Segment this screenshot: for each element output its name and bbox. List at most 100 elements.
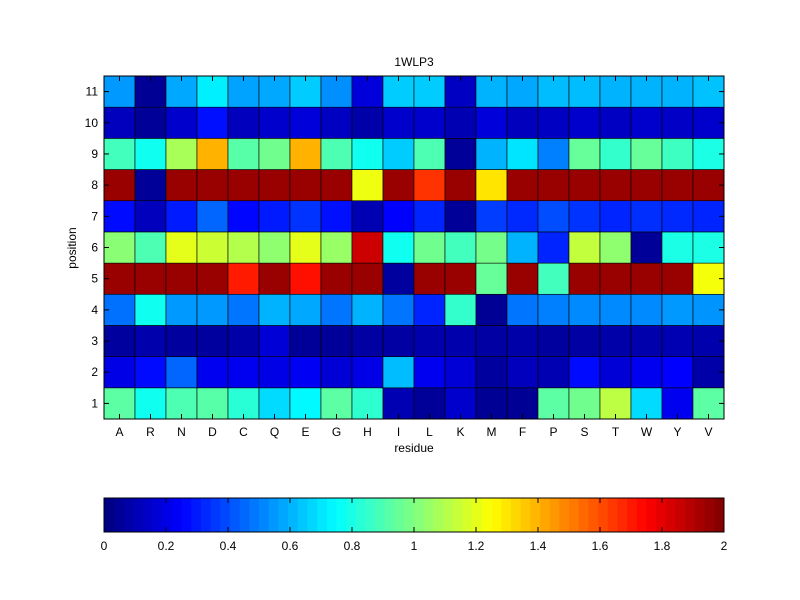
heatmap-cell-7-E: [289, 200, 322, 233]
heatmap-cell-3-R: [134, 325, 167, 357]
heatmap-cell-5-K: [444, 262, 477, 295]
heatmap-cell-10-F: [506, 106, 539, 139]
heatmap-cell-7-M: [475, 200, 508, 233]
heatmap-cell-4-I: [382, 293, 415, 326]
y-tick-label-5: 5: [91, 272, 98, 286]
colorbar-strip: [598, 498, 609, 532]
colorbar-strip: [510, 498, 522, 532]
heatmap-ticks: [104, 76, 724, 419]
heatmap-cell-7-F: [506, 200, 539, 233]
heatmap-cell-5-C: [227, 262, 260, 295]
heatmap-cell-7-W: [630, 200, 663, 233]
colorbar-strip: [578, 498, 589, 532]
x-tick-label-G: G: [332, 425, 341, 439]
heatmap-cell-1-N: [165, 387, 198, 420]
heatmap-cell-2-H: [351, 356, 384, 389]
heatmap-cell-4-K: [444, 293, 477, 326]
y-tick-label-6: 6: [91, 241, 98, 255]
colorbar-strip: [520, 498, 531, 532]
x-tick-label-R: R: [146, 425, 155, 439]
heatmap-cell-8-E: [289, 169, 322, 202]
heatmap-cell-3-G: [320, 325, 353, 357]
colorbar-strip: [152, 498, 163, 532]
heatmap-cell-3-P: [537, 325, 570, 357]
heatmap-cell-1-S: [568, 387, 601, 420]
heatmap-cell-3-T: [599, 325, 632, 357]
x-tick-label-D: D: [208, 425, 217, 439]
colorbar-strip: [142, 498, 153, 532]
heatmap-cell-7-R: [134, 200, 167, 233]
heatmap-cell-10-A: [103, 106, 136, 139]
colorbar-strip: [704, 498, 715, 532]
colorbar-strip: [433, 498, 444, 532]
colorbar-strip: [200, 498, 212, 532]
heatmap-cell-7-I: [382, 200, 415, 233]
heatmap-cell-9-A: [103, 138, 136, 170]
heatmap-cell-9-S: [568, 138, 601, 170]
heatmap-cell-2-C: [227, 356, 260, 389]
colorbar-strip: [229, 498, 241, 532]
heatmap-cell-8-C: [227, 169, 260, 202]
x-tick-label-F: F: [519, 425, 526, 439]
heatmap-cell-8-R: [134, 169, 167, 202]
heatmap-cell-6-Y: [661, 231, 694, 264]
colorbar-tick-label: 0.4: [220, 539, 237, 553]
colorbar-strip: [443, 498, 454, 532]
heatmap-cell-2-T: [599, 356, 632, 389]
heatmap-cell-1-Y: [661, 387, 694, 420]
heatmap-cell-5-G: [320, 262, 353, 295]
y-tick-label-4: 4: [91, 303, 98, 317]
heatmap-cell-7-N: [165, 200, 198, 233]
heatmap-cell-3-Y: [661, 325, 694, 357]
heatmap-cell-6-T: [599, 231, 632, 264]
heatmap-cell-9-T: [599, 138, 632, 170]
heatmap-cell-9-C: [227, 138, 260, 170]
colorbar-strip: [210, 498, 221, 532]
heatmap-cell-1-T: [599, 387, 632, 420]
heatmap-cell-6-G: [320, 231, 353, 264]
x-tick-label-L: L: [426, 425, 433, 439]
y-tick-label-8: 8: [91, 178, 98, 192]
colorbar-strip: [113, 498, 124, 532]
heatmap-cell-6-N: [165, 231, 198, 264]
heatmap-cell-1-G: [320, 387, 353, 420]
colorbar-tick-label: 0.6: [282, 539, 299, 553]
colorbar-tick-label: 1.6: [592, 539, 609, 553]
heatmap-cell-11-G: [320, 75, 353, 108]
heatmap-cell-9-P: [537, 138, 570, 170]
heatmap-cell-3-Q: [258, 325, 291, 357]
heatmap-cell-11-W: [630, 75, 663, 108]
colorbar-tick-label: 0.2: [158, 539, 175, 553]
heatmap-cell-3-W: [630, 325, 663, 357]
heatmap-cell-4-W: [630, 293, 663, 326]
x-tick-label-A: A: [115, 425, 123, 439]
colorbar-strip: [646, 498, 657, 532]
colorbar-strip: [539, 498, 551, 532]
colorbar-strip: [714, 498, 725, 532]
colorbar-strip: [278, 498, 289, 532]
heatmap-cell-5-S: [568, 262, 601, 295]
heatmap-cell-10-C: [227, 106, 260, 139]
colorbar-strip: [423, 498, 434, 532]
heatmap-cell-9-I: [382, 138, 415, 170]
colorbar-strip: [491, 498, 502, 532]
colorbar-strip: [375, 498, 386, 532]
heatmap-cell-8-K: [444, 169, 477, 202]
heatmap-cell-11-Q: [258, 75, 291, 108]
heatmap-cell-3-F: [506, 325, 539, 357]
heatmap-cell-2-E: [289, 356, 322, 389]
heatmap-cell-10-W: [630, 106, 663, 139]
heatmap-cell-11-K: [444, 75, 477, 108]
x-tick-label-P: P: [549, 425, 557, 439]
heatmap-cell-6-H: [351, 231, 384, 264]
y-tick-labels: 1 2 3 4 5 6 7 8 9 10 11: [85, 85, 99, 411]
heatmap-cell-7-S: [568, 200, 601, 233]
heatmap-cell-11-S: [568, 75, 601, 108]
heatmap-cell-11-C: [227, 75, 260, 108]
heatmap-cell-4-T: [599, 293, 632, 326]
heatmap-cell-10-N: [165, 106, 198, 139]
colorbar-strip: [384, 498, 396, 532]
colorbar-strip: [607, 498, 618, 532]
heatmap-cell-11-T: [599, 75, 632, 108]
colorbar-strip: [355, 498, 367, 532]
